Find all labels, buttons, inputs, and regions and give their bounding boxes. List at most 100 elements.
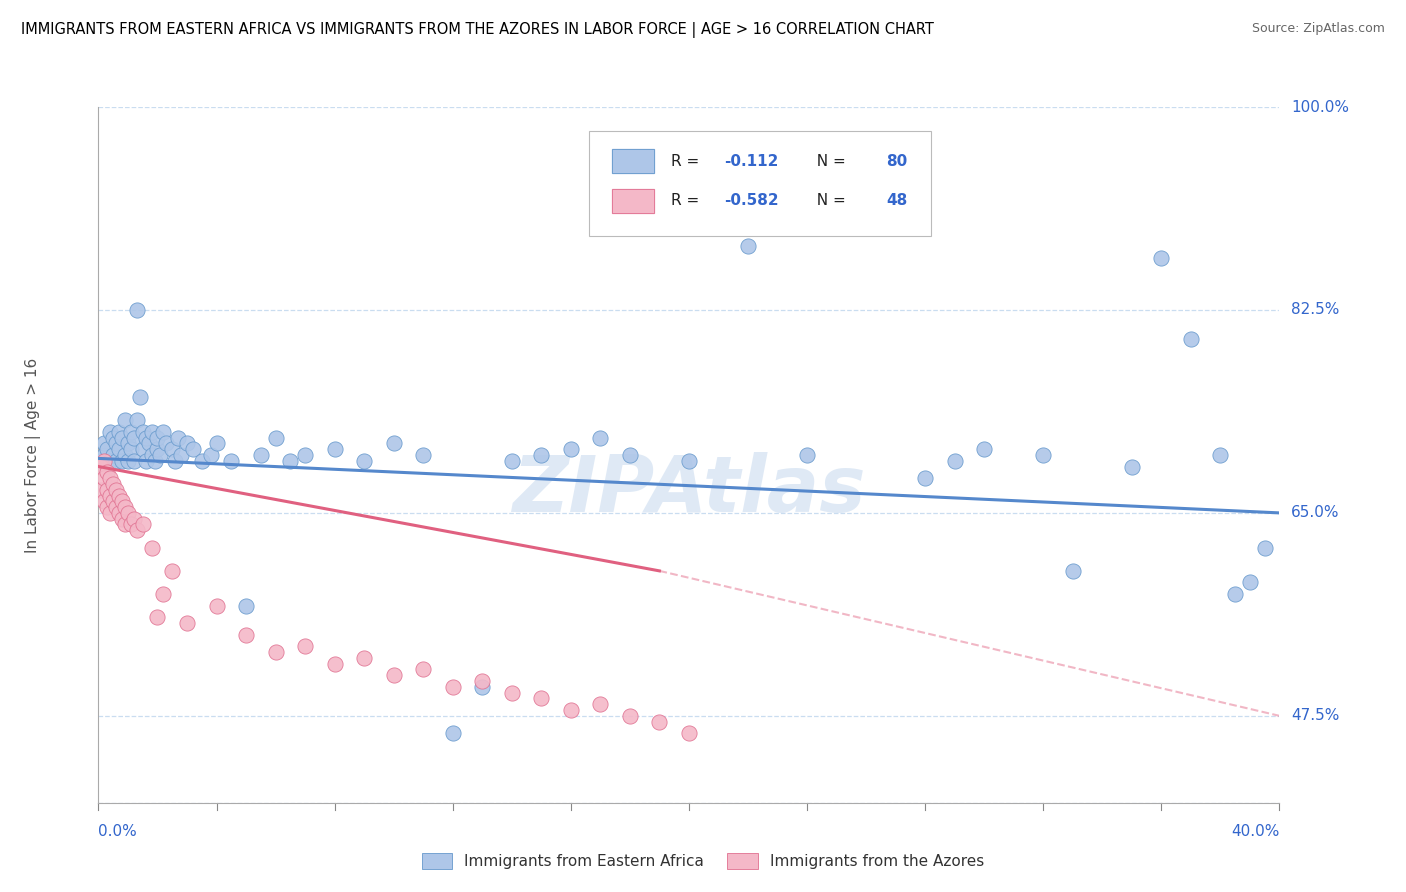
Text: Source: ZipAtlas.com: Source: ZipAtlas.com <box>1251 22 1385 36</box>
Text: N =: N = <box>807 194 851 209</box>
Point <box>111 431 134 445</box>
Point <box>96 465 118 479</box>
Text: ZIPAtlas: ZIPAtlas <box>512 451 866 528</box>
Point <box>117 453 139 467</box>
Point <box>1032 448 1054 462</box>
Point <box>125 523 148 537</box>
Point <box>103 448 125 462</box>
Point <box>589 431 612 445</box>
Point <box>162 564 183 578</box>
Point <box>170 448 193 462</box>
Point <box>117 436 139 450</box>
Point <box>120 517 142 532</box>
Bar <box>612 149 654 173</box>
Point <box>619 448 641 462</box>
Point <box>382 436 405 450</box>
Point <box>103 476 125 491</box>
Point <box>152 587 174 601</box>
Point <box>1254 541 1277 555</box>
Point <box>1223 587 1246 601</box>
Point <box>471 674 494 689</box>
Point <box>1209 448 1232 462</box>
Point <box>111 494 134 508</box>
Point <box>105 453 128 467</box>
Point <box>103 431 125 445</box>
Point <box>108 506 131 520</box>
Point <box>111 453 134 467</box>
Text: N =: N = <box>807 153 851 169</box>
Point <box>353 453 375 467</box>
Point <box>138 436 160 450</box>
Point <box>149 448 172 462</box>
Point <box>167 431 190 445</box>
Point <box>943 453 966 467</box>
Text: In Labor Force | Age > 16: In Labor Force | Age > 16 <box>25 358 41 552</box>
Point <box>132 442 155 457</box>
Point <box>108 425 131 439</box>
Point <box>105 500 128 514</box>
Point <box>132 425 155 439</box>
Point <box>98 471 121 485</box>
Point <box>560 703 582 717</box>
Point <box>294 639 316 653</box>
Point <box>181 442 204 457</box>
Text: 40.0%: 40.0% <box>1232 823 1279 838</box>
Legend: Immigrants from Eastern Africa, Immigrants from the Azores: Immigrants from Eastern Africa, Immigran… <box>416 847 990 875</box>
Point <box>501 685 523 699</box>
Text: -0.582: -0.582 <box>724 194 779 209</box>
Point <box>114 413 136 427</box>
Point <box>143 453 166 467</box>
Point <box>96 500 118 514</box>
Point <box>114 500 136 514</box>
Point <box>90 459 112 474</box>
Point <box>200 448 222 462</box>
Point <box>1239 575 1261 590</box>
Point <box>219 453 242 467</box>
Point <box>98 453 121 467</box>
Point <box>120 442 142 457</box>
Point <box>93 436 115 450</box>
Point <box>1180 332 1202 346</box>
Point <box>264 431 287 445</box>
Point <box>165 453 187 467</box>
Point <box>117 506 139 520</box>
Point <box>105 483 128 497</box>
Point <box>412 662 434 676</box>
Point <box>120 425 142 439</box>
Point <box>441 680 464 694</box>
Text: 48: 48 <box>886 194 907 209</box>
Point <box>235 599 257 613</box>
Point <box>98 425 121 439</box>
Text: 82.5%: 82.5% <box>1291 302 1340 318</box>
Point <box>96 483 118 497</box>
Point <box>278 453 302 467</box>
Point <box>111 511 134 525</box>
Point <box>146 442 169 457</box>
Text: 80: 80 <box>886 153 907 169</box>
Point <box>122 453 145 467</box>
Point <box>264 645 287 659</box>
Point <box>98 488 121 502</box>
Point <box>114 448 136 462</box>
Point <box>135 453 157 467</box>
Text: R =: R = <box>671 194 704 209</box>
Point <box>1062 564 1084 578</box>
Point <box>96 459 118 474</box>
Point <box>412 448 434 462</box>
Point <box>93 471 115 485</box>
Point <box>382 668 405 682</box>
Point <box>162 442 183 457</box>
Point <box>132 517 155 532</box>
Point <box>560 442 582 457</box>
Point <box>141 448 163 462</box>
Point <box>176 615 198 630</box>
Point <box>323 442 346 457</box>
Point <box>176 436 198 450</box>
Point <box>141 541 163 555</box>
Point <box>678 453 700 467</box>
Point <box>146 610 169 624</box>
Point <box>471 680 494 694</box>
Point <box>678 726 700 740</box>
Point <box>108 488 131 502</box>
Point <box>152 425 174 439</box>
